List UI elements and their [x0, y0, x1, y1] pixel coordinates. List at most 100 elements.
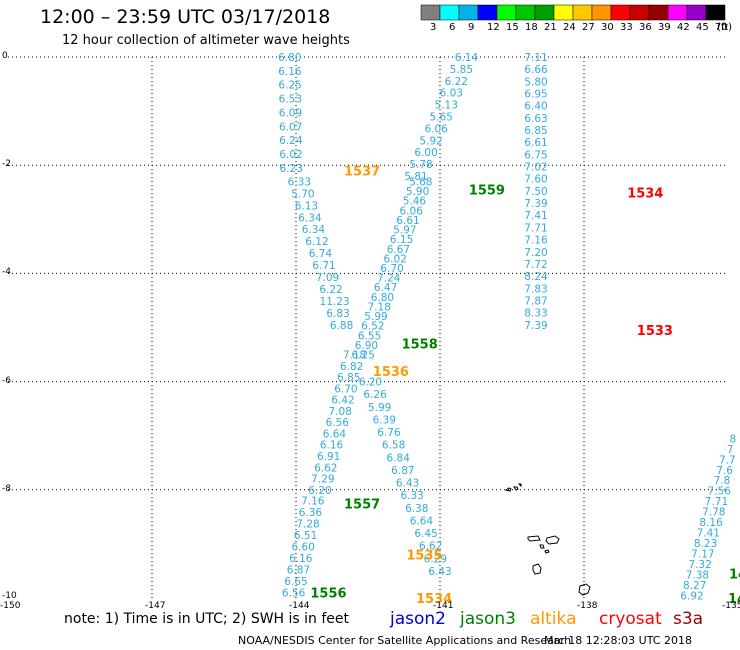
wave-height-value: 5.70 [291, 188, 314, 200]
pass-number-label: 1559 [469, 184, 505, 199]
island-se [578, 583, 591, 596]
color-scale-label: 45 [696, 22, 709, 33]
wave-height-value: 6.09 [279, 107, 302, 119]
wave-height-value: 7.38 [686, 569, 709, 581]
wave-height-value: 6.06 [424, 123, 448, 135]
color-scale-swatch [439, 4, 460, 21]
wave-height-value: 6.80 [371, 292, 394, 304]
wave-height-value: 7.08 [328, 406, 351, 418]
wave-height-value: 7.16 [524, 235, 548, 247]
wave-height-value: 6.55 [358, 330, 381, 342]
wave-height-value: 7.09 [316, 272, 339, 284]
color-scale-swatch [496, 4, 517, 21]
x-tick-label: -141 [433, 601, 454, 611]
color-scale-swatch [629, 4, 650, 21]
wave-height-value: 6.83 [326, 308, 349, 320]
color-scale-swatch [515, 4, 536, 21]
y-tick-label: -2 [2, 159, 11, 170]
color-scale-label: 70 [715, 22, 728, 33]
wave-height-value: 7.32 [688, 559, 711, 571]
wave-height-value: 6.12 [305, 236, 328, 248]
wave-height-value: 5.99 [368, 402, 391, 414]
color-scale-label: 27 [582, 22, 595, 33]
wave-height-value: 7.60 [524, 174, 547, 186]
color-scale-label: 9 [468, 22, 475, 33]
x-tick-label: -135 [722, 601, 740, 611]
y-tick-label: -10 [2, 591, 17, 601]
wave-height-value: 6.16 [278, 66, 302, 78]
wave-height-value: 7.56 [708, 486, 732, 498]
color-scale-label: 21 [544, 22, 557, 33]
wave-height-value: 6.85 [524, 125, 547, 137]
wave-height-value: 7.29 [311, 474, 334, 486]
wave-height-value: 8.33 [524, 308, 547, 320]
wave-height-value: 6.64 [323, 428, 347, 440]
color-scale-label: 15 [506, 22, 519, 33]
track-track-f: 5.685.905.466.066.615.976.156.676.026.70… [352, 176, 433, 361]
wave-height-value: 5.65 [430, 112, 453, 124]
color-scale-swatch [458, 4, 479, 21]
island-molokai [527, 535, 541, 542]
track-track-g: 6.206.265.996.396.766.586.846.876.436.33… [359, 377, 452, 578]
color-scale-swatch [686, 4, 707, 21]
wave-height-value: 6.06 [400, 205, 424, 217]
wave-height-value: 7.72 [524, 259, 547, 271]
wave-height-value: 5.97 [393, 225, 416, 237]
wave-height-value: 6.03 [440, 88, 463, 100]
color-scale-label: 24 [563, 22, 576, 33]
wave-height-value: 6.34 [302, 224, 326, 236]
color-scale-label: 6 [449, 22, 456, 33]
color-scale-swatch [553, 4, 574, 21]
wave-height-value: 6.24 [279, 135, 303, 147]
pass-number-label: 1557 [344, 497, 380, 512]
color-scale-swatch [477, 4, 498, 21]
color-scale-swatch [420, 4, 441, 21]
wave-height-value: 7.41 [697, 528, 720, 540]
wave-height-value: 6.91 [317, 451, 340, 463]
island-kahoolawe [544, 549, 550, 554]
wave-height-value: 6.07 [279, 121, 302, 133]
wave-height-value: 6.52 [361, 321, 384, 333]
wave-height-value: 6.51 [294, 530, 317, 542]
island-hawaii [532, 563, 542, 575]
wave-height-value: 11.23 [320, 296, 350, 308]
color-scale-swatch [705, 4, 726, 21]
wave-height-value: 6.87 [391, 465, 414, 477]
wave-height-value: 6.15 [390, 234, 413, 246]
wave-height-value: 7.50 [524, 186, 547, 198]
wave-height-value: 6.25 [352, 350, 375, 362]
footer-note: note: 1) Time is in UTC; 2) SWH is in fe… [64, 611, 350, 627]
wave-height-value: 8 [729, 433, 736, 445]
wave-height-value: 7.71 [705, 496, 728, 508]
wave-height-value: 5.46 [403, 196, 427, 208]
wave-height-value: 6.36 [299, 507, 323, 519]
track-track-a: 6.80 6.16 6.25 6.536.09 6.07 6.24 6.02 6.23 [278, 52, 303, 175]
wave-height-value: 6.75 [524, 149, 547, 161]
wave-height-value: 5.78 [409, 159, 432, 171]
x-tick-label: -138 [577, 601, 598, 611]
island-lanai [539, 544, 545, 549]
track-track-e: 6.145.856.226.035.135.656.065.926.005.78… [404, 52, 478, 183]
wave-height-value: 6.87 [287, 565, 310, 577]
wave-height-value: 6.02 [384, 253, 407, 265]
wave-height-value: 6.14 [455, 52, 479, 64]
wave-height-value: 5.99 [364, 311, 387, 323]
pass-number-label: 1534 [416, 592, 452, 607]
island-maui [545, 535, 560, 545]
wave-height-value: 6.16 [289, 553, 313, 565]
y-tick-label: -8 [2, 483, 11, 494]
y-tick-label: 0 [2, 51, 8, 61]
wave-height-value: 6.74 [309, 248, 333, 260]
wave-height-value: 6.66 [524, 64, 548, 76]
wave-height-value: 6.43 [428, 566, 451, 578]
wave-height-value: 7.8 [714, 475, 731, 487]
color-scale [420, 4, 726, 21]
wave-height-value: 6.71 [312, 260, 335, 272]
wave-height-value: 6.23 [280, 163, 303, 175]
wave-height-value: 6.62 [314, 462, 337, 474]
color-scale-label: 18 [525, 22, 538, 33]
wave-height-value: 7.17 [691, 548, 714, 560]
track-track-h: 7.116.665.806.956.406.636.856.616.757.02… [524, 52, 548, 332]
color-scale-label: 3 [430, 22, 437, 33]
wave-height-value: 8.27 [683, 580, 706, 592]
